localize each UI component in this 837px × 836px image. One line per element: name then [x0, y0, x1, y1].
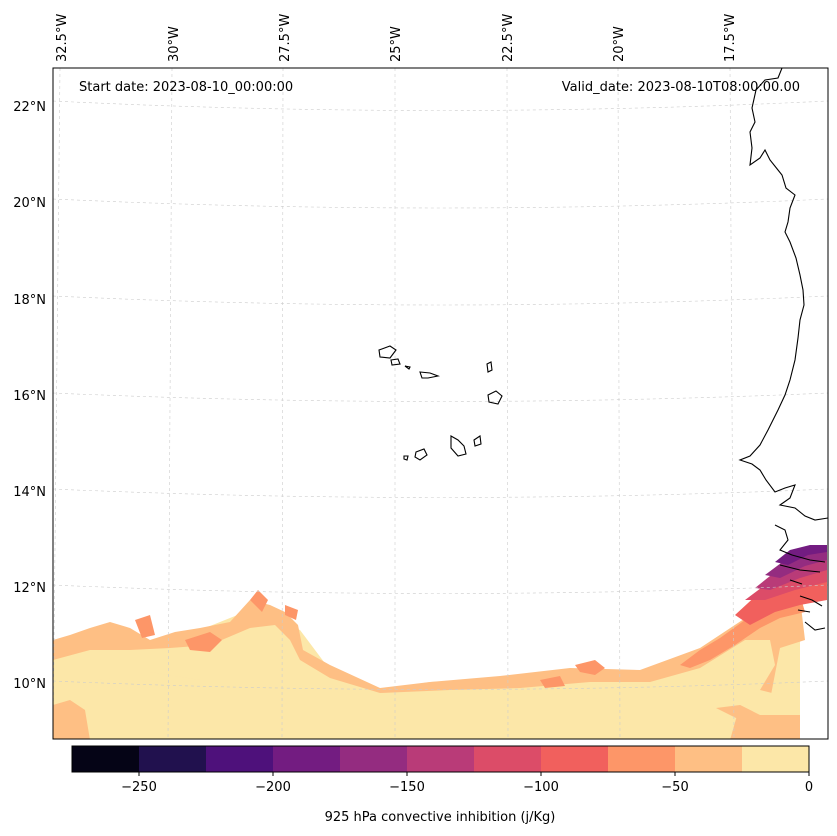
lon-label: 32.5°W: [55, 14, 70, 62]
island-sao-vicente: [390, 358, 401, 366]
lon-labels: 32.5°W 30°W 27.5°W 25°W 22.5°W 20°W 17.5…: [55, 14, 738, 62]
gridlines: [53, 68, 828, 739]
island-sao-nicolau: [419, 371, 440, 379]
valid-date-label: Valid_date: 2023-08-10T08:00:00.00: [562, 80, 800, 95]
colorbar-tick-label: −200: [255, 780, 291, 795]
colorbar-swatch: [742, 746, 810, 772]
colorbar-swatch: [608, 746, 676, 772]
colorbar-frame: [71, 745, 810, 773]
lat-label: 14°N: [13, 485, 46, 500]
lat-labels: 22°N 20°N 18°N 16°N 14°N 12°N 10°N: [13, 100, 46, 692]
coastline: [378, 68, 828, 631]
island-santiago: [450, 435, 467, 457]
colorbar-swatch: [407, 746, 475, 772]
island-sal: [486, 361, 493, 373]
lat-label: 16°N: [13, 389, 46, 404]
colorbar-swatch: [139, 746, 207, 772]
lat-label: 22°N: [13, 100, 46, 115]
colorbar-tick-label: −250: [121, 780, 157, 795]
cin-band-0-lower: [53, 625, 800, 715]
island-maio: [473, 435, 482, 447]
colorbar-swatch: [340, 746, 408, 772]
island-fogo: [414, 448, 428, 461]
cin-field: [53, 545, 827, 739]
start-date-label: Start date: 2023-08-10_00:00:00: [79, 80, 293, 95]
lat-label: 20°N: [13, 196, 46, 211]
island-brava: [403, 455, 409, 461]
lon-label: 20°W: [612, 26, 627, 62]
map-frame: [52, 67, 829, 740]
map-area: [53, 68, 828, 739]
colorbar-tick-label: −150: [389, 780, 425, 795]
colorbar-ticks: −250 −200 −150 −100 −50 0: [121, 772, 813, 795]
lon-label: 27.5°W: [278, 14, 293, 62]
colorbar-swatch: [273, 746, 341, 772]
colorbar-tick-label: 0: [805, 780, 813, 795]
colorbar-swatch: [206, 746, 274, 772]
cin-band-right-edge: [730, 705, 800, 739]
cin-band-125-to-150: [755, 558, 827, 590]
colorbar-swatch: [541, 746, 609, 772]
cin-band-175-to-200: [775, 545, 827, 565]
island-santo-antao: [378, 345, 397, 359]
colorbar-label: 925 hPa convective inhibition (j/Kg): [325, 810, 556, 825]
cin-band-edge: [53, 700, 90, 739]
cin-band-75-to-100: [735, 578, 827, 625]
lon-label: 30°W: [167, 26, 182, 62]
gambia-coast: [774, 524, 826, 631]
lat-label: 12°N: [13, 581, 46, 596]
colorbar-tick-label: −100: [523, 780, 559, 795]
colorbar-swatch: [675, 746, 743, 772]
lat-label: 10°N: [13, 677, 46, 692]
lon-label: 17.5°W: [723, 14, 738, 62]
lon-label: 25°W: [389, 26, 404, 62]
island-boa-vista: [487, 390, 503, 405]
africa-coast: [738, 68, 828, 521]
colorbar-swatch: [72, 746, 140, 772]
island-santa-luzia: [404, 365, 411, 370]
lon-label: 22.5°W: [501, 14, 516, 62]
lat-label: 18°N: [13, 293, 46, 308]
colorbar-swatch: [474, 746, 542, 772]
colorbar-tick-label: −50: [661, 780, 688, 795]
cin-band-150-to-175: [765, 550, 827, 578]
colorbar: [72, 746, 810, 772]
